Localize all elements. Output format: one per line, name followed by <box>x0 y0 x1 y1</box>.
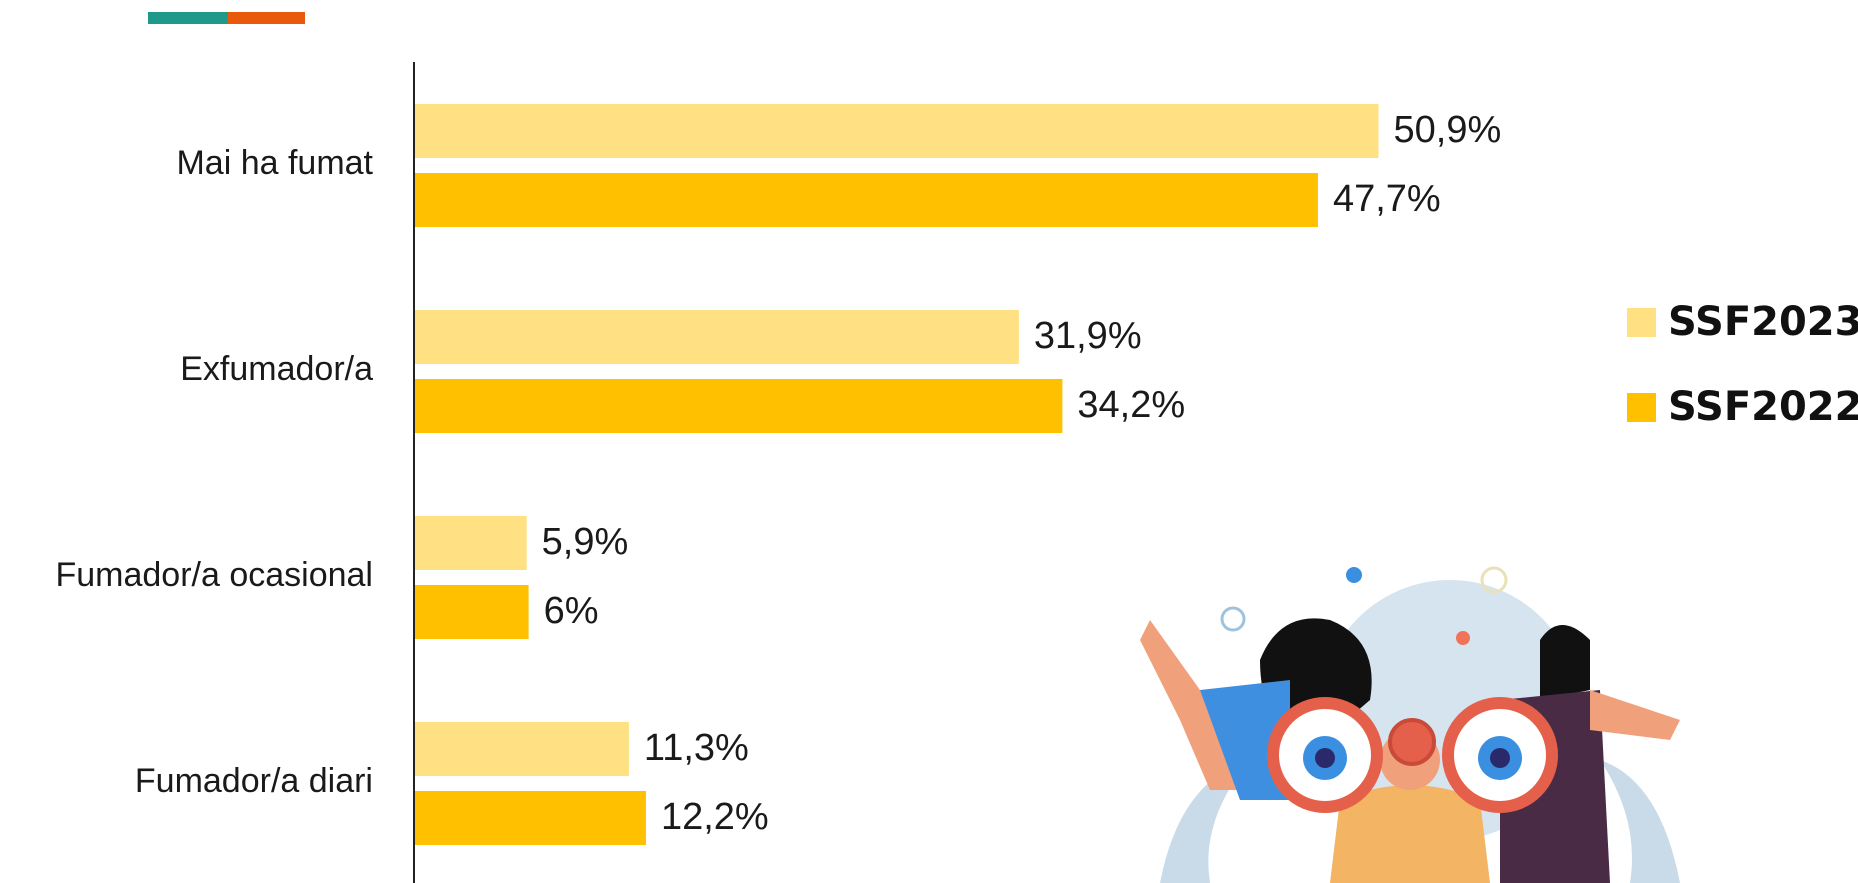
bar <box>415 379 1063 433</box>
bar <box>415 516 527 570</box>
illustration <box>1140 566 1680 883</box>
bar <box>415 791 646 845</box>
bar <box>415 310 1019 364</box>
category-label: Exfumador/a <box>180 350 373 388</box>
category-label: Mai ha fumat <box>176 144 373 182</box>
value-label: 34,2% <box>1077 384 1185 426</box>
value-label: 47,7% <box>1333 178 1441 220</box>
legend-swatch <box>1627 308 1656 337</box>
value-label: 31,9% <box>1034 315 1142 357</box>
legend-label: SSF2022 <box>1668 384 1858 430</box>
bar <box>415 585 529 639</box>
legend-label: SSF2023 <box>1668 299 1858 345</box>
bar <box>415 173 1318 227</box>
decor-orange <box>228 12 305 24</box>
value-label: 5,9% <box>542 521 629 563</box>
value-label: 12,2% <box>661 796 769 838</box>
legend-swatch <box>1627 393 1656 422</box>
decor-teal <box>148 12 228 24</box>
bar <box>415 722 629 776</box>
category-label: Fumador/a ocasional <box>55 556 373 594</box>
value-label: 11,3% <box>644 727 749 769</box>
bar <box>415 104 1379 158</box>
category-label: Fumador/a diari <box>135 762 373 800</box>
value-label: 6% <box>544 590 599 632</box>
value-label: 50,9% <box>1394 109 1502 151</box>
